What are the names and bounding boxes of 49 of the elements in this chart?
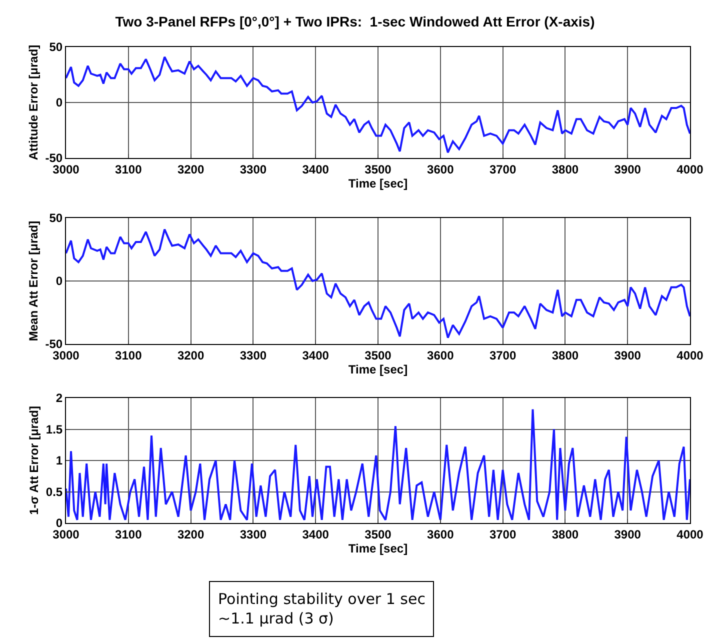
x-tick-label: 3400 (302, 162, 330, 176)
x-tick-label: 3800 (552, 348, 579, 362)
x-tick-label: 3600 (427, 527, 454, 542)
y-tick-label: 0 (56, 274, 63, 288)
x-tick-label: 3200 (177, 527, 204, 542)
x-tick-label: 3800 (552, 527, 579, 542)
line-series (66, 228, 690, 339)
y-tick-label: 1 (56, 454, 63, 468)
x-tick-label: 3100 (115, 527, 142, 542)
x-tick-label: 3800 (552, 162, 579, 176)
x-tick-label: 4000 (676, 162, 704, 176)
x-axis-title: Time [sec] (348, 176, 408, 190)
x-tick-label: 3900 (614, 527, 642, 542)
x-tick-label: 4000 (676, 348, 704, 362)
x-tick-label: 3600 (427, 348, 454, 362)
x-tick-label: 3500 (364, 162, 392, 176)
chart-title: Two 3-Panel RFPs [0°,0°] + Two IPRs: 1-sec Windowed Att Error (X-axis) (115, 14, 595, 30)
line-series (66, 408, 690, 521)
x-tick-label: 3700 (489, 527, 516, 542)
x-tick-label: 3300 (240, 527, 267, 542)
y-tick-label: 50 (49, 40, 63, 54)
x-tick-label: 3400 (302, 527, 330, 542)
x-axis-title: Time [sec] (348, 362, 408, 376)
line-series (66, 56, 690, 154)
x-tick-label: 3100 (115, 348, 142, 362)
y-tick-label: 1.5 (46, 422, 63, 436)
y-axis-title: Attitude Error [μrad] (26, 44, 41, 160)
x-tick-label: 3900 (614, 348, 642, 362)
x-tick-label: 3700 (489, 348, 516, 362)
x-tick-label: 3900 (614, 162, 642, 176)
y-tick-label: 0.5 (46, 484, 63, 499)
x-tick-label: 3700 (489, 162, 516, 176)
x-tick-label: 4000 (676, 527, 704, 542)
x-tick-label: 3300 (240, 348, 267, 362)
y-axis-title: Mean Att Error [μrad] (26, 220, 41, 342)
x-tick-label: 3400 (302, 348, 330, 362)
x-tick-label: 3600 (427, 162, 454, 176)
x-axis-title: Time [sec] (348, 541, 408, 556)
x-tick-label: 3100 (115, 162, 142, 176)
x-tick-label: 3500 (364, 527, 392, 542)
y-tick-label: 2 (56, 391, 63, 406)
x-tick-label: 3200 (177, 348, 204, 362)
text: Pointing stability over 1 sec ~1.1 μrad (3 σ) (218, 590, 426, 628)
x-tick-label: 3200 (177, 162, 204, 176)
x-tick-label: 3500 (364, 348, 392, 362)
y-tick-label: 50 (49, 211, 63, 226)
x-tick-label: 3300 (240, 162, 267, 176)
y-tick-label: 0 (56, 96, 63, 110)
y-axis-title: 1-σ Att Error [μrad] (27, 406, 42, 515)
